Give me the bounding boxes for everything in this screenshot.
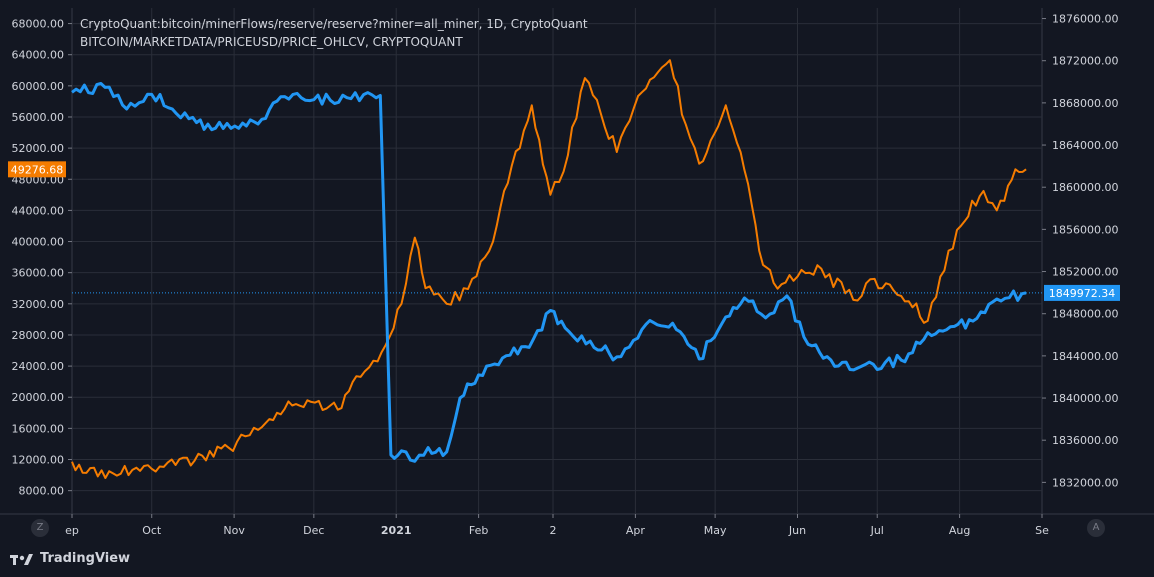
left-tick-label: 28000.00 bbox=[12, 329, 65, 342]
time-axis[interactable]: ep Oct Nov Dec 2021 Feb 2 Apr May Jun Jul Aug Se bbox=[65, 514, 1049, 537]
legend-price-line[interactable]: BITCOIN/MARKETDATA/PRICEUSD/PRICE_OHLCV,… bbox=[80, 35, 463, 49]
time-tick-label: Aug bbox=[949, 524, 970, 537]
time-tick-label: Dec bbox=[303, 524, 324, 537]
grid-lines bbox=[0, 8, 1154, 515]
right-tick-label: 1848000.00 bbox=[1052, 308, 1118, 321]
price-last-value-badge bbox=[8, 161, 66, 178]
left-tick-label: 56000.00 bbox=[12, 111, 65, 124]
time-tick-label: 2 bbox=[550, 524, 557, 537]
left-tick-label: 52000.00 bbox=[12, 142, 65, 155]
time-tick-label: Nov bbox=[223, 524, 245, 537]
tradingview-logo-icon bbox=[10, 553, 33, 565]
price-last-value-label: 49276.68 bbox=[11, 163, 64, 176]
right-tick-label: 1840000.00 bbox=[1052, 392, 1118, 405]
left-tick-label: 68000.00 bbox=[12, 18, 65, 31]
time-tick-label: May bbox=[704, 524, 727, 537]
left-price-axis[interactable]: 68000.00 64000.00 60000.00 56000.00 52000.00… bbox=[12, 18, 73, 498]
reserve-series-line[interactable] bbox=[71, 82, 1027, 463]
left-tick-label: 64000.00 bbox=[12, 49, 65, 62]
time-tick-label: Jul bbox=[870, 524, 884, 537]
right-reserve-axis[interactable]: 1876000.00 1872000.00 1868000.00 1864000.00… bbox=[1042, 13, 1118, 490]
time-tick-label: ep bbox=[65, 524, 79, 537]
right-tick-label: 1832000.00 bbox=[1052, 476, 1118, 489]
time-tick-label: Se bbox=[1035, 524, 1049, 537]
left-tick-label: 16000.00 bbox=[12, 422, 65, 435]
chart-legend: CryptoQuant:bitcoin/minerFlows/reserve/r… bbox=[80, 15, 588, 51]
left-tick-label: 44000.00 bbox=[12, 204, 65, 217]
tradingview-name: TradingView bbox=[40, 551, 131, 566]
right-tick-label: 1864000.00 bbox=[1052, 139, 1118, 152]
right-tick-label: 1868000.00 bbox=[1052, 97, 1118, 110]
right-tick-label: 1876000.00 bbox=[1052, 13, 1118, 26]
auto-scale-button[interactable]: A bbox=[1087, 519, 1105, 537]
right-tick-label: 1860000.00 bbox=[1052, 181, 1118, 194]
time-tick-label: Oct bbox=[142, 524, 162, 537]
right-tick-label: 1836000.00 bbox=[1052, 434, 1118, 447]
zoom-toggle-button[interactable]: Z bbox=[31, 519, 49, 537]
tradingview-branding[interactable]: TradingView bbox=[10, 551, 130, 566]
footer-bar: TradingView bbox=[0, 545, 1154, 577]
last-value-overlay: 49276.68 1849972.34 bbox=[8, 161, 1120, 301]
left-tick-label: 36000.00 bbox=[12, 267, 65, 280]
left-tick-label: 20000.00 bbox=[12, 391, 65, 404]
right-tick-label: 1856000.00 bbox=[1052, 223, 1118, 236]
left-tick-label: 24000.00 bbox=[12, 360, 65, 373]
right-tick-label: 1852000.00 bbox=[1052, 266, 1118, 279]
dual-axis-line-chart[interactable]: 68000.00 64000.00 60000.00 56000.00 52000.00… bbox=[0, 0, 1154, 545]
right-tick-label: 1872000.00 bbox=[1052, 55, 1118, 68]
time-tick-label: Apr bbox=[626, 524, 646, 537]
reserve-last-value-label: 1849972.34 bbox=[1049, 287, 1115, 300]
left-tick-label: 32000.00 bbox=[12, 298, 65, 311]
series-layer bbox=[71, 59, 1027, 479]
left-tick-label: 8000.00 bbox=[19, 485, 65, 498]
time-tick-label: Jun bbox=[788, 524, 806, 537]
left-tick-label: 60000.00 bbox=[12, 80, 65, 93]
price-series-line[interactable] bbox=[71, 59, 1027, 479]
time-tick-label: Feb bbox=[469, 524, 488, 537]
left-tick-label: 12000.00 bbox=[12, 454, 65, 467]
left-tick-label: 40000.00 bbox=[12, 236, 65, 249]
right-tick-label: 1844000.00 bbox=[1052, 350, 1118, 363]
legend-reserve-line[interactable]: CryptoQuant:bitcoin/minerFlows/reserve/r… bbox=[80, 17, 588, 31]
time-tick-label: 2021 bbox=[381, 524, 412, 537]
reserve-last-value-badge bbox=[1044, 284, 1120, 301]
